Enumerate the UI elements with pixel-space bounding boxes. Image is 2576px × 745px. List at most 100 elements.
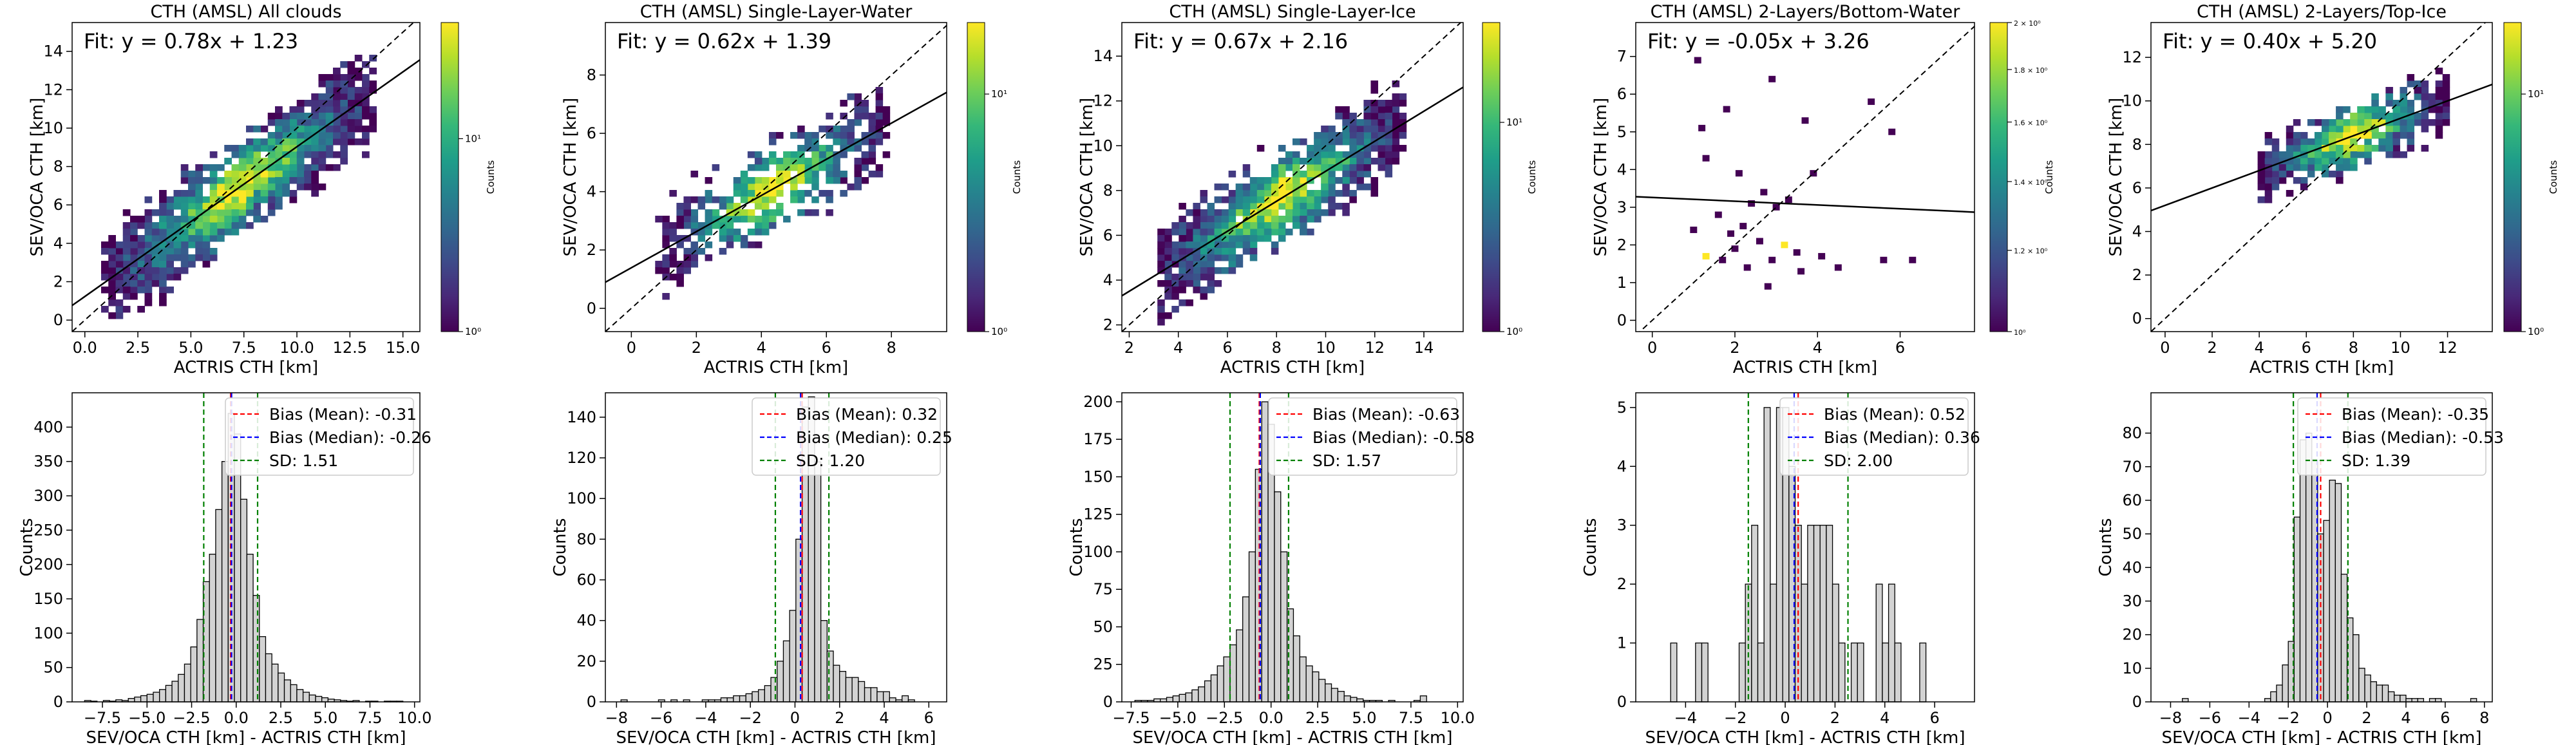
density-cell xyxy=(195,216,203,223)
legend-mean-label: Bias (Mean): 0.52 xyxy=(1824,405,1965,424)
density-cell xyxy=(2407,74,2415,81)
density-cell xyxy=(1349,132,1357,139)
y-tick-label: 60 xyxy=(2122,491,2142,509)
density-cell xyxy=(768,138,777,146)
histogram-bar xyxy=(864,687,871,703)
density-cell xyxy=(1349,196,1357,203)
density-cell xyxy=(1385,100,1393,107)
density-cell xyxy=(2293,138,2301,146)
density-cell xyxy=(1193,241,1200,249)
density-cell xyxy=(1271,184,1279,191)
histogram-bar xyxy=(1312,671,1320,703)
density-cell xyxy=(833,171,840,178)
density-cell xyxy=(311,171,319,178)
density-cell xyxy=(217,177,225,184)
x-tick-label: 4 xyxy=(757,339,766,357)
density-cell xyxy=(137,261,145,268)
density-cell xyxy=(347,119,355,126)
density-cell xyxy=(224,196,232,203)
density-cell xyxy=(217,222,225,229)
density-cell xyxy=(325,93,334,100)
y-tick-label: 12 xyxy=(2122,48,2142,66)
colorbar-tick-label: 10⁰ xyxy=(465,326,481,337)
density-cell xyxy=(2442,80,2450,88)
density-cell xyxy=(340,87,348,94)
density-cell xyxy=(768,158,777,165)
x-tick-label: −5.0 xyxy=(1159,709,1197,727)
density-cell xyxy=(282,177,290,184)
density-cell xyxy=(224,158,232,165)
density-cell xyxy=(861,132,869,139)
density-cell xyxy=(875,93,884,100)
density-cell xyxy=(2336,132,2344,139)
y-tick-label: 300 xyxy=(33,487,63,505)
y-tick-label: 10 xyxy=(1093,137,1113,155)
density-cell xyxy=(1335,164,1343,171)
legend-box xyxy=(225,397,414,476)
histogram-bar xyxy=(870,687,878,703)
density-cell xyxy=(1356,145,1364,152)
histogram-bar xyxy=(882,691,890,703)
density-cell xyxy=(1363,158,1371,165)
x-tick-label: −2.5 xyxy=(1206,709,1243,727)
histogram-bar xyxy=(1857,642,1864,703)
density-cell xyxy=(2435,126,2443,133)
density-cell xyxy=(861,113,869,120)
density-cell xyxy=(1193,216,1200,223)
density-cell xyxy=(362,87,370,94)
density-cell xyxy=(875,138,884,146)
density-cell xyxy=(2314,132,2322,139)
density-cell xyxy=(1228,196,1236,203)
density-cell xyxy=(1321,126,1329,133)
density-cell xyxy=(130,287,138,294)
density-cell xyxy=(159,261,167,268)
density-cell xyxy=(1370,106,1378,113)
density-cell xyxy=(246,184,254,191)
density-cell xyxy=(130,241,138,249)
density-cell xyxy=(173,190,182,197)
y-tick-label: 6 xyxy=(1103,226,1113,244)
density-cell xyxy=(1242,184,1251,191)
density-cell xyxy=(202,196,211,203)
density-cell xyxy=(1328,171,1336,178)
y-tick-label: 1 xyxy=(1617,634,1627,652)
density-cell xyxy=(275,132,283,139)
density-cell xyxy=(1186,254,1193,261)
density-cell xyxy=(1328,209,1336,216)
density-cell xyxy=(1719,256,1727,263)
density-cell xyxy=(311,132,319,139)
density-cell xyxy=(811,171,819,178)
density-cell xyxy=(340,126,348,133)
density-cell xyxy=(2286,171,2294,178)
density-cell xyxy=(115,254,124,261)
density-cell xyxy=(676,209,684,216)
density-cell xyxy=(130,267,138,274)
density-cell xyxy=(267,171,276,178)
density-cell xyxy=(1171,254,1179,261)
one-to-one-line xyxy=(2151,23,2486,332)
density-cell xyxy=(2392,138,2400,146)
legend-median-label: Bias (Median): 0.25 xyxy=(796,428,952,447)
histogram-bar xyxy=(215,509,223,703)
histogram-bar xyxy=(1751,525,1759,703)
density-cell xyxy=(311,138,319,146)
density-cell xyxy=(2428,106,2436,113)
y-tick-label: 0 xyxy=(2132,310,2142,328)
density-cell xyxy=(2329,158,2336,165)
density-cell xyxy=(238,216,247,223)
density-cell xyxy=(811,184,819,191)
density-cell xyxy=(2343,132,2351,139)
density-cell xyxy=(747,177,755,184)
density-cell xyxy=(333,138,341,146)
histogram-bar xyxy=(1166,697,1174,703)
density-cell xyxy=(2357,113,2365,120)
density-cell xyxy=(318,113,327,120)
density-cell xyxy=(122,287,131,294)
density-cell xyxy=(1193,235,1200,242)
density-cell xyxy=(325,164,334,171)
density-cell xyxy=(122,209,131,216)
density-cell xyxy=(712,164,720,171)
density-cell xyxy=(253,203,261,210)
density-cell xyxy=(1264,229,1272,236)
density-cell xyxy=(669,235,677,242)
